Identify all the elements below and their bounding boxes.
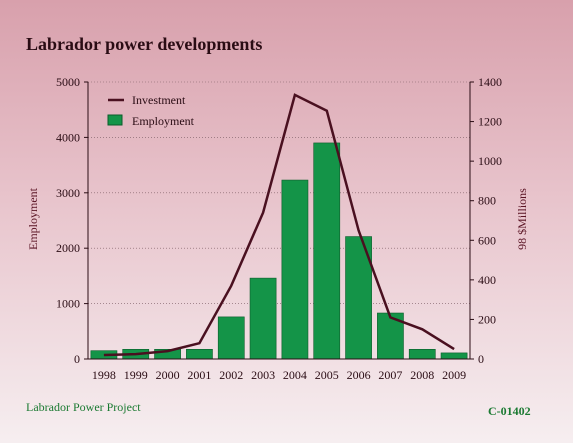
employment-bars <box>90 142 468 360</box>
right-tick-800: 800 <box>478 194 496 208</box>
bar-2001 <box>186 349 213 360</box>
right-tick-400: 400 <box>478 273 496 287</box>
bar-2003 <box>249 277 277 360</box>
right-tick-1400: 1400 <box>478 75 502 89</box>
x-tick-1999: 1999 <box>124 368 148 382</box>
footer-project-name: Labrador Power Project <box>26 400 141 414</box>
footer-code: C-01402 <box>488 404 531 418</box>
left-tick-4000: 4000 <box>56 130 80 144</box>
right-tick-1200: 1200 <box>478 115 502 129</box>
right-tick-1000: 1000 <box>478 154 502 168</box>
x-tick-2005: 2005 <box>315 368 339 382</box>
right-tick-600: 600 <box>478 233 496 247</box>
left-tick-2000: 2000 <box>56 241 80 255</box>
right-tick-0: 0 <box>478 352 484 366</box>
x-tick-2000: 2000 <box>156 368 180 382</box>
axes <box>87 82 471 360</box>
y2-axis-label: 98 $Millions <box>515 188 529 250</box>
bar-2008 <box>408 349 436 360</box>
x-tick-2002: 2002 <box>219 368 243 382</box>
bar-2005 <box>313 142 341 360</box>
x-tick-2009: 2009 <box>442 368 466 382</box>
x-axis-ticks: 1998 1999 2000 2001 2002 2003 2004 2005 2006 2007… <box>92 368 466 382</box>
x-tick-2008: 2008 <box>410 368 434 382</box>
legend: Investment Employment <box>107 93 195 128</box>
left-tick-5000: 5000 <box>56 75 80 89</box>
gridlines <box>88 81 470 304</box>
legend-employment-label: Employment <box>132 114 195 128</box>
bar-2002 <box>217 316 245 360</box>
legend-employment-swatch <box>107 114 123 126</box>
investment-line <box>103 93 455 357</box>
bar-2009 <box>440 352 468 360</box>
right-axis-ticks: 0 200 400 600 800 1000 1200 1400 <box>470 75 502 366</box>
bar-2004 <box>281 179 309 360</box>
x-tick-2007: 2007 <box>378 368 402 382</box>
x-tick-2003: 2003 <box>251 368 275 382</box>
x-tick-1998: 1998 <box>92 368 116 382</box>
left-tick-3000: 3000 <box>56 186 80 200</box>
left-tick-1000: 1000 <box>56 297 80 311</box>
x-tick-2006: 2006 <box>347 368 371 382</box>
x-tick-2001: 2001 <box>187 368 211 382</box>
left-tick-0: 0 <box>74 352 80 366</box>
right-tick-200: 200 <box>478 312 496 326</box>
y-axis-label: Employment <box>26 187 40 250</box>
legend-investment-label: Investment <box>132 93 186 107</box>
x-tick-2004: 2004 <box>283 368 307 382</box>
left-axis-ticks: 0 1000 2000 3000 4000 5000 <box>56 75 88 366</box>
chart-title: Labrador power developments <box>26 34 263 54</box>
